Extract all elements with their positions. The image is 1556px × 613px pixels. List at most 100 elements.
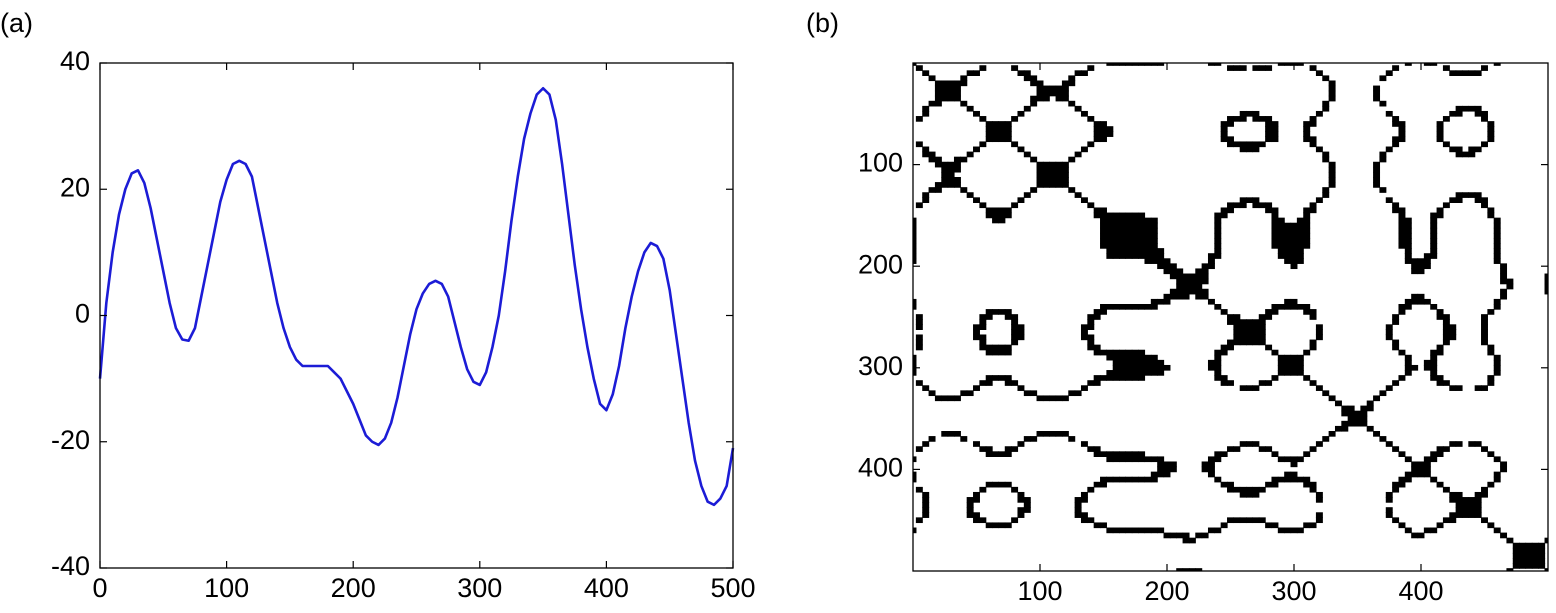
recurrence-cell <box>934 187 942 193</box>
recurrence-cell <box>1442 517 1450 524</box>
recurrence-cell <box>985 212 993 219</box>
recurrence-cell <box>1271 243 1279 249</box>
recurrence-cell <box>1201 268 1209 275</box>
recurrence-cell <box>1017 334 1025 341</box>
recurrence-cell <box>1106 232 1114 239</box>
recurrence-cell <box>1411 364 1419 371</box>
recurrence-cell <box>1214 253 1222 259</box>
recurrence-cell <box>1423 471 1431 478</box>
recurrence-cell <box>1271 227 1279 234</box>
recurrence-cell <box>1144 63 1152 66</box>
recurrence-cell <box>913 359 917 366</box>
recurrence-cell <box>1061 80 1069 87</box>
recurrence-cell <box>915 202 923 209</box>
recurrence-cell <box>1392 446 1400 452</box>
recurrence-cell <box>1042 431 1050 437</box>
recurrence-cell <box>1214 364 1222 371</box>
recurrence-cell <box>915 319 923 325</box>
recurrence-cell <box>1309 314 1317 320</box>
recurrence-cell <box>915 344 923 351</box>
recurrence-cell <box>928 436 936 442</box>
recurrence-cell <box>1207 298 1215 305</box>
recurrence-cell <box>1207 461 1215 468</box>
recurrence-cell <box>915 486 923 493</box>
recurrence-cell <box>1468 146 1476 153</box>
recurrence-cell <box>1417 258 1425 264</box>
recurrence-cell <box>960 390 968 397</box>
recurrence-cell <box>1449 197 1457 203</box>
recurrence-cell <box>985 481 993 488</box>
recurrence-cell <box>1100 243 1107 249</box>
recurrence-cell <box>1207 263 1215 270</box>
recurrence-cell <box>1430 370 1438 376</box>
recurrence-cell <box>1252 110 1260 117</box>
recurrence-cell <box>1258 202 1266 209</box>
recurrence-cell <box>1481 65 1488 71</box>
recurrence-cell <box>1265 344 1273 351</box>
recurrence-cell <box>1004 349 1012 356</box>
recurrence-cell <box>1093 451 1101 457</box>
recurrence-cell <box>1449 441 1457 447</box>
recurrence-cell <box>1246 319 1254 325</box>
recurrence-cell <box>1322 156 1330 163</box>
recurrence-cell <box>1125 212 1133 219</box>
recurrence-cell <box>1138 354 1146 361</box>
recurrence-cell <box>1481 141 1488 148</box>
recurrence-cell <box>1436 349 1444 356</box>
recurrence-cell <box>1481 339 1488 346</box>
recurrence-cell <box>1220 481 1228 488</box>
recurrence-cell <box>1157 364 1165 371</box>
recurrence-cell <box>1093 522 1101 529</box>
recurrence-cell <box>1246 517 1254 524</box>
recurrence-cell <box>1055 166 1063 173</box>
recurrence-cell <box>1474 110 1482 117</box>
recurrence-cell <box>979 319 987 325</box>
recurrence-cell <box>1436 212 1444 219</box>
recurrence-cell <box>922 512 930 518</box>
recurrence-cell <box>1163 461 1171 468</box>
recurrence-cell <box>1493 298 1501 305</box>
recurrence-cell <box>1373 395 1381 402</box>
recurrence-cell <box>1207 359 1215 366</box>
recurrence-cell <box>1417 263 1425 270</box>
recurrence-cell <box>1303 222 1311 229</box>
recurrence-cell <box>1112 212 1120 219</box>
recurrence-cell <box>1493 370 1501 376</box>
recurrence-cell <box>992 217 1000 224</box>
recurrence-cell <box>1061 171 1069 178</box>
recurrence-cell <box>1385 70 1393 76</box>
recurrence-cell <box>1163 258 1171 264</box>
y-tick-label: 40 <box>60 46 90 76</box>
recurrence-cell <box>1468 70 1476 76</box>
recurrence-cell <box>1481 329 1488 336</box>
recurrence-cell <box>1125 370 1133 376</box>
recurrence-cell <box>1119 253 1127 259</box>
recurrence-cell <box>1436 121 1444 127</box>
recurrence-cell <box>1373 182 1381 188</box>
recurrence-cell <box>1277 456 1285 463</box>
recurrence-cell <box>1061 166 1069 173</box>
recurrence-cell <box>915 141 923 148</box>
recurrence-cell <box>1404 359 1412 366</box>
recurrence-cell <box>1125 476 1133 483</box>
recurrence-cell <box>1119 375 1127 381</box>
recurrence-cell <box>1442 380 1450 386</box>
recurrence-cell <box>1417 461 1425 468</box>
recurrence-cell <box>1322 105 1330 112</box>
recurrence-cell <box>1214 354 1222 361</box>
recurrence-cell <box>1049 85 1057 92</box>
recurrence-cell <box>1138 359 1146 366</box>
recurrence-cell <box>1284 237 1292 244</box>
recurrence-cell <box>1290 354 1298 361</box>
recurrence-cell <box>1277 222 1285 229</box>
recurrence-cell <box>1239 197 1247 203</box>
recurrence-cell <box>1112 476 1120 483</box>
recurrence-cell <box>1506 537 1514 544</box>
recurrence-cell <box>1455 197 1463 203</box>
recurrence-cell <box>1157 258 1165 264</box>
recurrence-cell <box>985 349 993 356</box>
recurrence-cell <box>1131 227 1139 234</box>
recurrence-cell <box>1023 502 1031 508</box>
recurrence-cell <box>1239 146 1247 153</box>
recurrence-cell <box>1131 243 1139 249</box>
